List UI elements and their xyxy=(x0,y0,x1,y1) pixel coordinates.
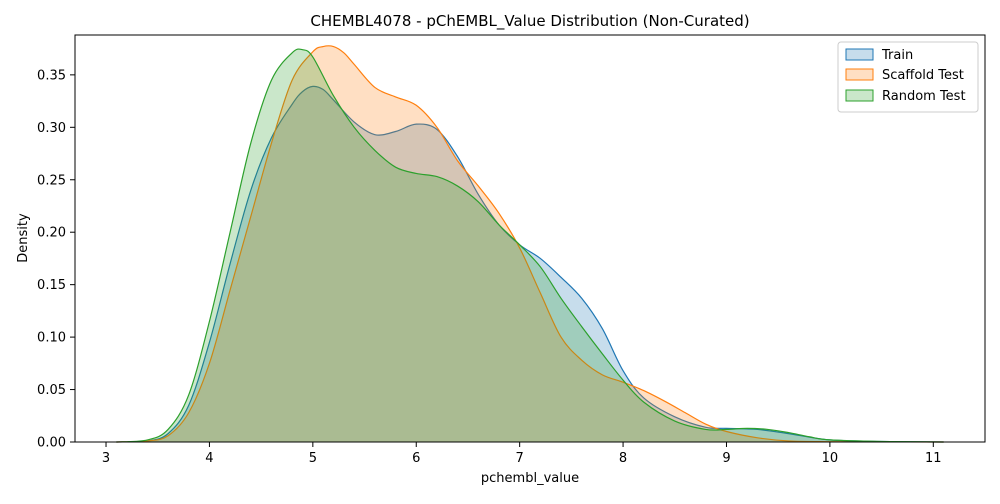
plot-frame xyxy=(74,34,986,443)
legend-label-scaffold-test: Scaffold Test xyxy=(882,68,964,83)
legend-swatch-random-test xyxy=(845,89,874,102)
y-tick-label: 0.25 xyxy=(37,173,66,188)
x-tick-label: 5 xyxy=(309,451,317,466)
series-layer xyxy=(116,45,944,443)
x-tick-label: 8 xyxy=(619,451,627,466)
y-axis-label: Density xyxy=(16,213,31,263)
x-axis-label: pchembl_value xyxy=(481,471,579,486)
legend-label-train: Train xyxy=(881,48,913,63)
y-tick-label: 0.05 xyxy=(37,383,66,398)
x-tick-label: 6 xyxy=(412,451,420,466)
y-tick-label: 0.35 xyxy=(37,68,66,83)
line-scaffold-test xyxy=(116,45,944,443)
x-tick-label: 7 xyxy=(516,451,524,466)
legend: Train Scaffold Test Random Test xyxy=(837,41,979,113)
line-random-test xyxy=(116,48,944,443)
legend-swatch-scaffold-test xyxy=(845,68,874,81)
area-train xyxy=(116,86,944,442)
y-tick-label: 0.15 xyxy=(37,278,66,293)
x-tick-label: 3 xyxy=(102,451,110,466)
area-scaffold-test xyxy=(116,45,944,443)
x-tick-label: 9 xyxy=(722,451,730,466)
legend-swatch-train xyxy=(845,48,874,61)
legend-label-random-test: Random Test xyxy=(882,89,966,104)
y-tick-label: 0.10 xyxy=(37,331,66,346)
y-tick-label: 0.30 xyxy=(37,121,66,136)
x-tick-label: 4 xyxy=(205,451,213,466)
area-random-test xyxy=(116,49,944,443)
axes-layer: 3 4 5 6 7 8 9 10 11 0.00 0.05 0.10 0.15 0.20 0.25 0.30 0… xyxy=(37,34,986,466)
chart-title: CHEMBL4078 - pChEMBL_Value Distribution … xyxy=(310,12,749,31)
y-tick-label: 0.20 xyxy=(37,226,66,241)
x-tick-label: 10 xyxy=(822,451,839,466)
x-tick-label: 11 xyxy=(925,451,942,466)
y-tick-label: 0.00 xyxy=(37,436,66,451)
